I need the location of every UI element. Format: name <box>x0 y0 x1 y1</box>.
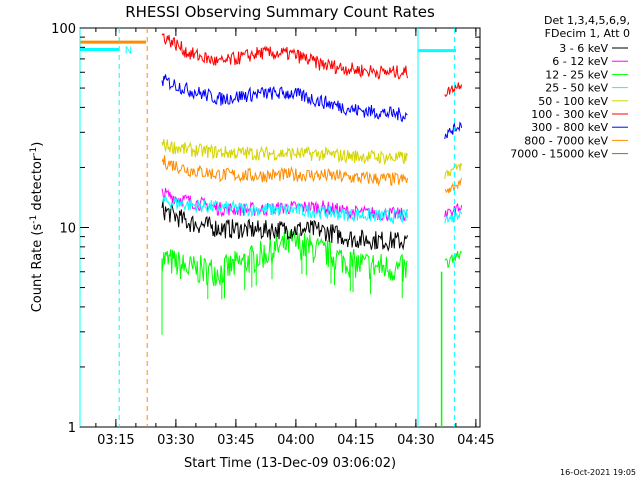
legend-label: 25 - 50 keV <box>545 82 608 95</box>
legend: Det 1,3,4,5,6,9, FDecim 1, Att 0 3 - 6 k… <box>510 14 630 161</box>
legend-label: 300 - 800 keV <box>531 121 608 134</box>
annotation-marker: N <box>125 46 132 57</box>
chart-title: RHESSI Observing Summary Count Rates <box>125 3 435 21</box>
reference-lines: N <box>79 28 456 427</box>
legend-label: 3 - 6 keV <box>559 42 608 55</box>
axis-ticks: 03:15 03:30 03:45 04:00 04:15 04:30 04:45 1 10 10… <box>51 22 494 448</box>
series-line-800_7000keV <box>161 155 408 187</box>
x-tick-label: 04:30 <box>397 433 434 448</box>
series-after-gap <box>444 178 463 194</box>
legend-label: 12 - 25 keV <box>545 68 608 81</box>
series-after-gap <box>444 250 463 269</box>
y-axis-label: Count Rate (s-1 detector-1) <box>29 142 45 313</box>
series-after-gap <box>444 162 463 179</box>
y-axis-label-part: detector <box>30 155 45 215</box>
x-tick-label: 03:15 <box>97 433 134 448</box>
y-axis-label-part: ) <box>30 142 45 147</box>
x-tick-label: 04:45 <box>457 433 494 448</box>
series-layer <box>161 32 463 427</box>
series-line-3_6keV <box>161 200 408 252</box>
x-tick-label: 04:00 <box>277 433 314 448</box>
series-line-50_100keV <box>161 139 408 166</box>
series-line-100_300keV <box>161 32 408 80</box>
legend-label: 7000 - 15000 keV <box>510 148 608 161</box>
legend-label: 100 - 300 keV <box>531 108 608 121</box>
legend-label: 50 - 100 keV <box>538 95 608 108</box>
y-tick-label: 10 <box>59 222 76 237</box>
legend-label: 800 - 7000 keV <box>524 134 608 147</box>
legend-label: 6 - 12 keV <box>552 55 608 68</box>
legend-header-1: Det 1,3,4,5,6,9, <box>544 14 630 27</box>
y-axis-label-part: Count Rate (s <box>30 224 45 313</box>
x-axis-label: Start Time (13-Dec-09 03:06:02) <box>184 456 396 471</box>
x-tick-label: 03:45 <box>217 433 254 448</box>
series-after-gap <box>444 203 463 218</box>
series-line-300_800keV <box>161 74 408 123</box>
series-line-12_25keV <box>161 230 408 300</box>
series-line-25_50keV <box>161 194 408 225</box>
y-axis-label-superscript: -1 <box>29 215 39 224</box>
x-tick-label: 03:30 <box>157 433 194 448</box>
y-tick-label: 1 <box>68 421 76 436</box>
series-after-gap <box>444 121 463 140</box>
y-tick-label: 100 <box>51 22 76 37</box>
series-after-gap <box>444 209 463 224</box>
timestamp-footer: 16-Oct-2021 19:05 <box>560 468 636 477</box>
x-tick-label: 04:15 <box>337 433 374 448</box>
y-axis-label-superscript: -1 <box>29 147 39 156</box>
series-after-gap <box>444 82 463 97</box>
legend-header-2: FDecim 1, Att 0 <box>545 27 630 40</box>
